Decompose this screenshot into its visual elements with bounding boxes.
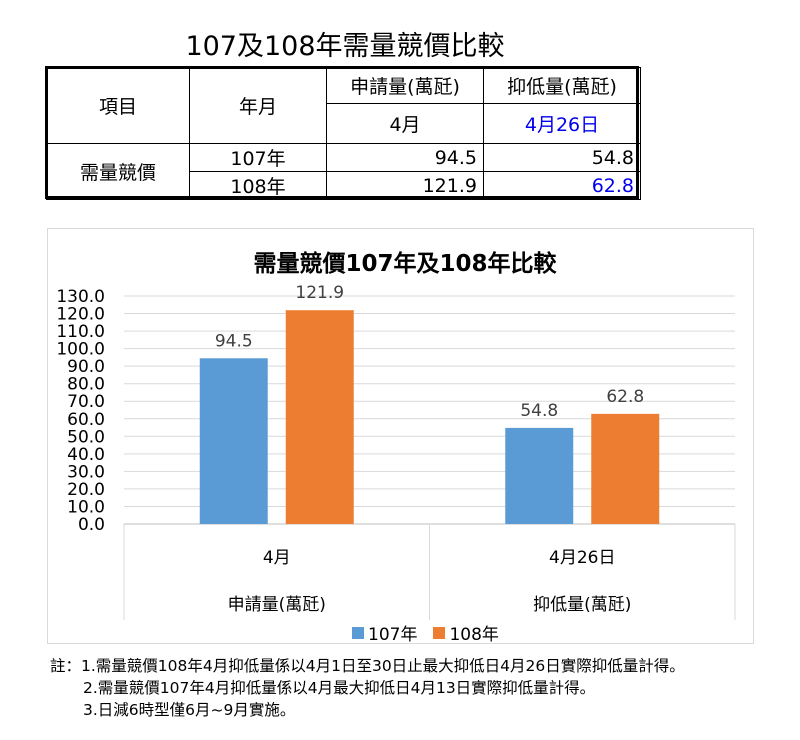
y-tick-label: 10.0: [67, 497, 105, 517]
y-tick-label: 30.0: [67, 462, 105, 482]
bar-data-label: 54.8: [520, 401, 558, 421]
legend-swatch-107: [352, 626, 364, 639]
category-group-label: 抑低量(萬瓩): [533, 595, 631, 615]
y-tick-label: 90.0: [67, 357, 105, 377]
table-row: 108年 121.9 62.8: [47, 171, 641, 200]
y-tick-label: 110.0: [56, 322, 105, 342]
bar-107年-0: [199, 358, 268, 524]
chart-panel: [47, 228, 754, 644]
table-row-group-label: 需量競價: [46, 143, 190, 200]
y-tick-label: 130.0: [56, 287, 105, 307]
legend-item-107: 107年: [352, 620, 417, 645]
bar-chart: 需量競價107年及108年比較 0.010.020.030.040.050.06…: [56, 250, 736, 620]
bar-108年-1: [591, 413, 660, 524]
bars: 94.5 121.9 54.8 62.8: [199, 283, 660, 524]
table-cell-apply: 94.5: [326, 143, 484, 172]
table-cell-reduce: 54.8: [483, 143, 641, 172]
y-axis: 0.010.020.030.040.050.060.070.080.090.01…: [56, 287, 105, 535]
table-subheader-apply: 4月: [326, 103, 484, 144]
table-cell-year: 108年: [189, 171, 327, 200]
chart-legend: 107年 108年: [352, 620, 509, 645]
category-label: 4月26日: [549, 548, 615, 568]
table-row: 需量競價 107年 94.5 54.8: [46, 143, 641, 200]
table-cell-reduce: 62.8: [483, 171, 641, 200]
chart-title: 需量競價107年及108年比較: [253, 250, 557, 277]
bar-data-label: 62.8: [606, 387, 644, 407]
table-header-year: 年月: [189, 67, 327, 144]
bar-data-label: 121.9: [295, 283, 344, 303]
legend-swatch-108: [433, 626, 446, 639]
table-subheader-reduce: 4月26日: [483, 103, 641, 144]
y-tick-label: 80.0: [67, 375, 105, 395]
y-tick-label: 0.0: [78, 515, 105, 535]
table-header-reduce: 抑低量(萬瓩): [483, 67, 641, 104]
footnote-1: 註：1.需量競價108年4月抑低量係以4月1日至30日止最大抑低日4月26日實際…: [50, 657, 685, 675]
y-tick-label: 20.0: [67, 480, 105, 500]
bar-108年-0: [285, 310, 354, 524]
table-header-apply: 申請量(萬瓩): [326, 67, 484, 104]
footnote-3: 3.日減6時型僅6月~9月實施。: [83, 701, 296, 719]
footnote-2: 2.需量競價107年4月抑低量係以4月最大抑低日4月13日實際抑低量計得。: [83, 679, 596, 697]
y-tick-label: 60.0: [67, 410, 105, 430]
legend-item-108: 108年: [433, 620, 499, 645]
footnotes: 註：1.需量競價108年4月抑低量係以4月1日至30日止最大抑低日4月26日實際…: [50, 655, 685, 721]
table-cell-apply: 121.9: [326, 171, 484, 200]
comparison-table: 項目 年月 申請量(萬瓩) 抑低量(萬瓩) 4月 4月26日 需量競價 107年…: [46, 67, 641, 200]
table-header-item: 項目: [46, 67, 190, 144]
legend-label-107: 107年: [368, 625, 418, 645]
y-tick-label: 70.0: [67, 392, 105, 412]
category-label: 4月: [263, 548, 291, 568]
category-group-label: 申請量(萬瓩): [228, 595, 326, 615]
table-cell-year: 107年: [189, 143, 327, 172]
y-tick-label: 120.0: [56, 305, 105, 325]
legend-label-108: 108年: [449, 625, 499, 645]
page-title: 107及108年需量競價比較: [185, 31, 505, 62]
bar-data-label: 94.5: [215, 331, 253, 351]
y-tick-label: 50.0: [67, 427, 105, 447]
y-tick-label: 40.0: [67, 445, 105, 465]
bar-107年-1: [505, 427, 574, 524]
y-tick-label: 100.0: [56, 340, 105, 360]
